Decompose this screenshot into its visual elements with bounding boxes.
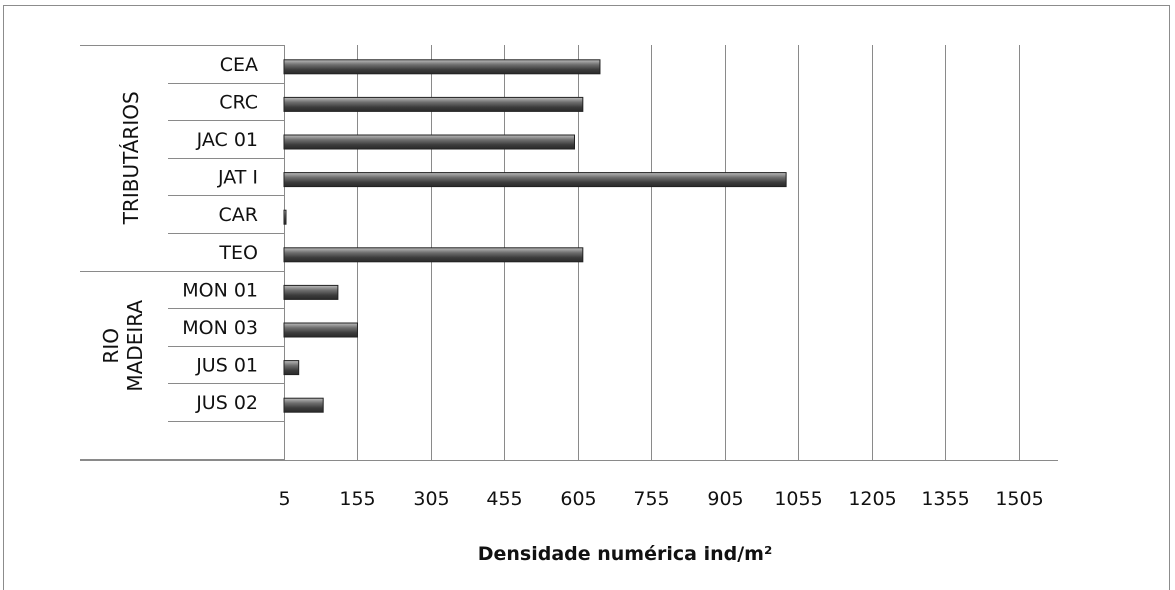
category-label: CEA (220, 54, 258, 76)
group-label-line: RIO (99, 328, 123, 364)
x-tick-label: 605 (560, 488, 596, 510)
category-label: CRC (219, 91, 258, 113)
x-tick-label: 1205 (848, 488, 896, 510)
bar (283, 59, 601, 75)
chart-frame (3, 5, 1170, 590)
bar (283, 209, 287, 225)
bar (283, 172, 787, 188)
x-tick-label: 305 (413, 488, 449, 510)
group-label-rio-madeira: RIO MADEIRA (99, 300, 147, 392)
bar (283, 360, 300, 376)
x-axis-title: Densidade numérica ind/m² (478, 543, 773, 565)
x-tick-labels: 5 155 305 455 605 755 905 1055 1205 1355 1505 (278, 488, 1043, 510)
bar (283, 322, 358, 338)
bar (283, 397, 324, 413)
group-label-line: TRIBUTÁRIOS (119, 91, 143, 225)
category-label: JUS 01 (195, 355, 258, 377)
category-label: JAT I (217, 167, 258, 189)
category-label: TEO (218, 242, 258, 264)
bar (283, 134, 575, 150)
bar (283, 96, 584, 112)
category-label: JAC 01 (196, 129, 258, 151)
bar (283, 284, 339, 300)
bars (283, 59, 787, 413)
x-tick-label: 155 (339, 488, 375, 510)
x-tick-label: 455 (486, 488, 522, 510)
x-tick-label: 905 (707, 488, 743, 510)
group-label-tributarios: TRIBUTÁRIOS (119, 91, 143, 225)
category-label: JUS 02 (195, 392, 258, 414)
x-tick-label: 1505 (995, 488, 1043, 510)
group-label-line: MADEIRA (123, 300, 147, 392)
category-label: CAR (219, 204, 258, 226)
category-label: MON 01 (182, 279, 258, 301)
x-tick-label: 1355 (921, 488, 969, 510)
x-tick-label: 755 (633, 488, 669, 510)
category-label: MON 03 (182, 317, 258, 339)
category-axis: CEA CRC JAC 01 JAT I CAR TEO MON 01 MON 03 JUS 0… (80, 45, 1058, 461)
x-tick-label: 1055 (774, 488, 822, 510)
x-tick-label: 5 (278, 488, 290, 510)
bar (283, 247, 584, 263)
